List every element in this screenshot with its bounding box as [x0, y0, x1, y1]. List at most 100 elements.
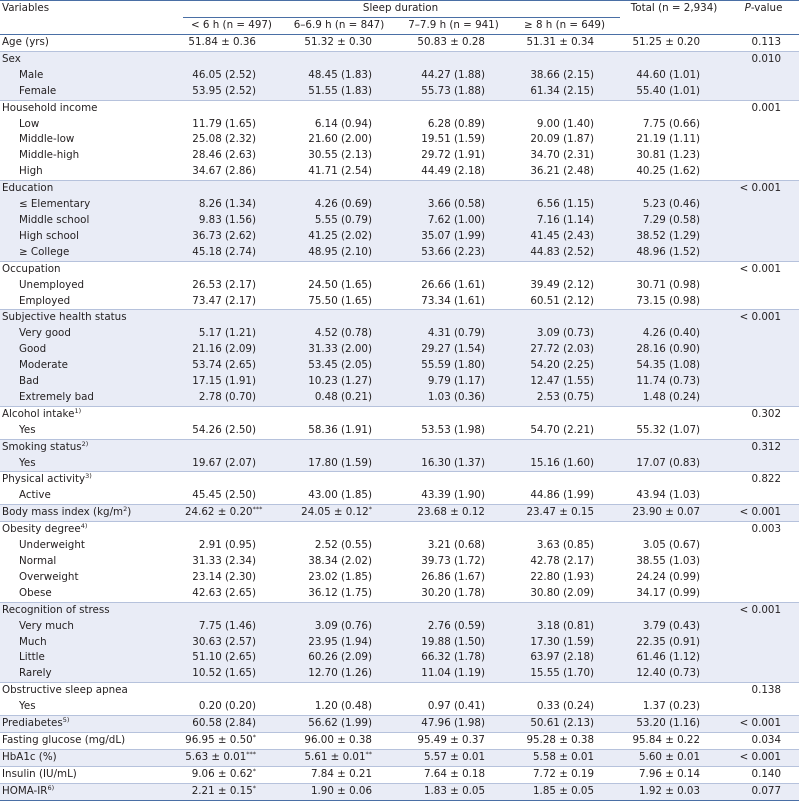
cell-value: 51.55 (1.83) [308, 84, 372, 97]
cell-value: 45.18 (2.74) [192, 245, 256, 258]
table-row: Yes 0.20 (0.20) 1.20 (0.48) 0.97 (0.41) 0.33… [0, 699, 799, 715]
total-cell: 43.94 (1.03) [620, 488, 730, 504]
data-cell: 53.53 (1.98) [398, 423, 511, 439]
table-row: Body mass index (kg/m2) 24.62 ± 0.20*** 24… [0, 504, 799, 522]
cell-value: 54.20 (2.25) [530, 359, 595, 372]
data-cell [511, 309, 621, 327]
p-value-cell [730, 699, 799, 715]
data-cell: 9.06 ± 0.62* [183, 765, 282, 784]
variable-label: Fasting glucose (mg/dL) [0, 731, 183, 750]
cell-value: 2.52 (0.55) [314, 539, 372, 552]
data-cell: 11.04 (1.19) [398, 666, 511, 683]
total-cell: 1.92 ± 0.03 [620, 782, 731, 801]
table-row: High school 36.73 (2.62) 41.25 (2.02) 35.07… [0, 228, 799, 245]
cell-value: 5.17 (1.21) [198, 327, 256, 340]
data-cell: 7.64 ± 0.18 [398, 765, 511, 784]
category-label: Very good [0, 326, 183, 343]
cell-value: 3.66 (0.58) [427, 198, 485, 211]
data-cell: 9.79 (1.17) [398, 374, 511, 390]
cell-value: 0.33 (0.24) [536, 700, 595, 713]
data-cell: 8.26 (1.34) [183, 197, 282, 213]
total-cell: 48.96 (1.52) [620, 244, 731, 262]
table-row: Sex 0.010 [0, 50, 799, 68]
header-variables: Variables [0, 0, 183, 18]
cell-value: 6.56 (1.15) [536, 198, 595, 211]
category-label: Male [0, 67, 183, 84]
p-value-cell [730, 212, 799, 229]
category-label: Moderate [0, 358, 183, 375]
data-cell: 54.20 (2.25) [511, 358, 621, 375]
cell-value: 43.00 (1.85) [308, 489, 372, 502]
cell-value: 28.46 (2.63) [192, 149, 256, 162]
data-cell [511, 180, 621, 198]
data-cell: 44.83 (2.52) [511, 244, 621, 262]
cell-value: 55.40 (1.01) [636, 84, 701, 97]
data-cell [282, 438, 398, 456]
cell-value: 75.50 (1.65) [308, 294, 372, 307]
header-col-7-7.9: 7–7.9 h (n = 941) [398, 17, 511, 35]
category-label: Extremely bad [0, 389, 183, 407]
data-cell: 61.34 (2.15) [511, 83, 621, 101]
total-cell [620, 471, 731, 489]
data-cell: 23.68 ± 0.12 [398, 504, 511, 522]
cell-value: 73.47 (2.17) [192, 294, 256, 307]
cell-value: 44.60 (1.01) [636, 68, 701, 81]
data-cell [511, 471, 621, 489]
data-cell [398, 438, 511, 456]
p-value-cell [730, 423, 799, 439]
variable-label: Alcohol intake1) [0, 405, 183, 423]
p-value-cell: 0.003 [730, 521, 799, 539]
cell-value: 5.63 ± 0.01 [185, 750, 247, 763]
total-cell [620, 438, 731, 456]
table-row: Smoking status2) 0.312 [0, 438, 799, 456]
data-cell: 19.67 (2.07) [183, 455, 282, 472]
table-row: Middle school 9.83 (1.56) 5.55 (0.79) 7.62 … [0, 212, 799, 229]
data-cell [183, 521, 282, 539]
cell-value: 39.73 (1.72) [421, 555, 485, 567]
data-cell: 5.63 ± 0.01*** [183, 748, 282, 767]
category-label: High school [0, 228, 183, 245]
total-cell: 95.84 ± 0.22 [620, 731, 731, 750]
data-cell: 21.60 (2.00) [282, 132, 398, 148]
variable-label: HOMA-IR6) [0, 782, 183, 801]
data-cell: 1.83 ± 0.05 [398, 782, 511, 801]
table-row: Education < 0.001 [0, 180, 799, 198]
total-cell: 51.25 ± 0.20 [620, 35, 730, 52]
data-cell: 44.86 (1.99) [511, 488, 620, 504]
cell-value: 30.55 (2.13) [308, 149, 372, 162]
data-cell: 47.96 (1.98) [398, 715, 511, 733]
table-row: Middle-low 25.08 (2.32) 21.60 (2.00) 19.51 … [0, 132, 799, 148]
data-cell [282, 405, 398, 423]
label-superscript: 2 [123, 505, 128, 514]
total-cell: 40.25 (1.62) [620, 164, 730, 180]
data-cell: 5.17 (1.21) [183, 326, 282, 343]
cell-value: 3.21 (0.68) [427, 539, 485, 552]
category-label: Yes [19, 423, 36, 436]
cell-value: 7.16 (1.14) [536, 213, 595, 226]
data-cell: 66.32 (1.78) [398, 650, 511, 667]
data-cell [398, 180, 511, 198]
category-label: Low [19, 117, 40, 130]
data-cell: 42.63 (2.65) [183, 586, 282, 602]
data-cell: 7.75 (1.46) [183, 618, 282, 635]
cell-value: 23.47 ± 0.15 [526, 506, 595, 519]
cell-value: 5.61 ± 0.01 [304, 750, 366, 763]
cell-value: 96.95 ± 0.50 [185, 733, 253, 746]
p-value-cell [730, 389, 799, 407]
data-cell: 3.18 (0.81) [511, 618, 621, 635]
total-cell [620, 601, 731, 619]
data-cell: 3.09 (0.76) [282, 618, 398, 635]
variable-name: Recognition of stress [2, 603, 110, 616]
cell-value: 4.52 (0.78) [314, 327, 372, 340]
data-cell [183, 601, 282, 619]
cell-value: 17.80 (1.59) [308, 456, 372, 469]
total-cell [620, 260, 731, 278]
data-cell: 54.26 (2.50) [183, 423, 282, 439]
data-cell [511, 682, 621, 700]
data-cell: 17.80 (1.59) [282, 455, 398, 472]
cell-value: 36.73 (2.62) [192, 229, 256, 242]
data-cell: 24.50 (1.65) [282, 278, 398, 294]
data-cell: 3.21 (0.68) [398, 538, 511, 554]
data-cell [282, 309, 398, 327]
p-value-cell [730, 244, 799, 262]
